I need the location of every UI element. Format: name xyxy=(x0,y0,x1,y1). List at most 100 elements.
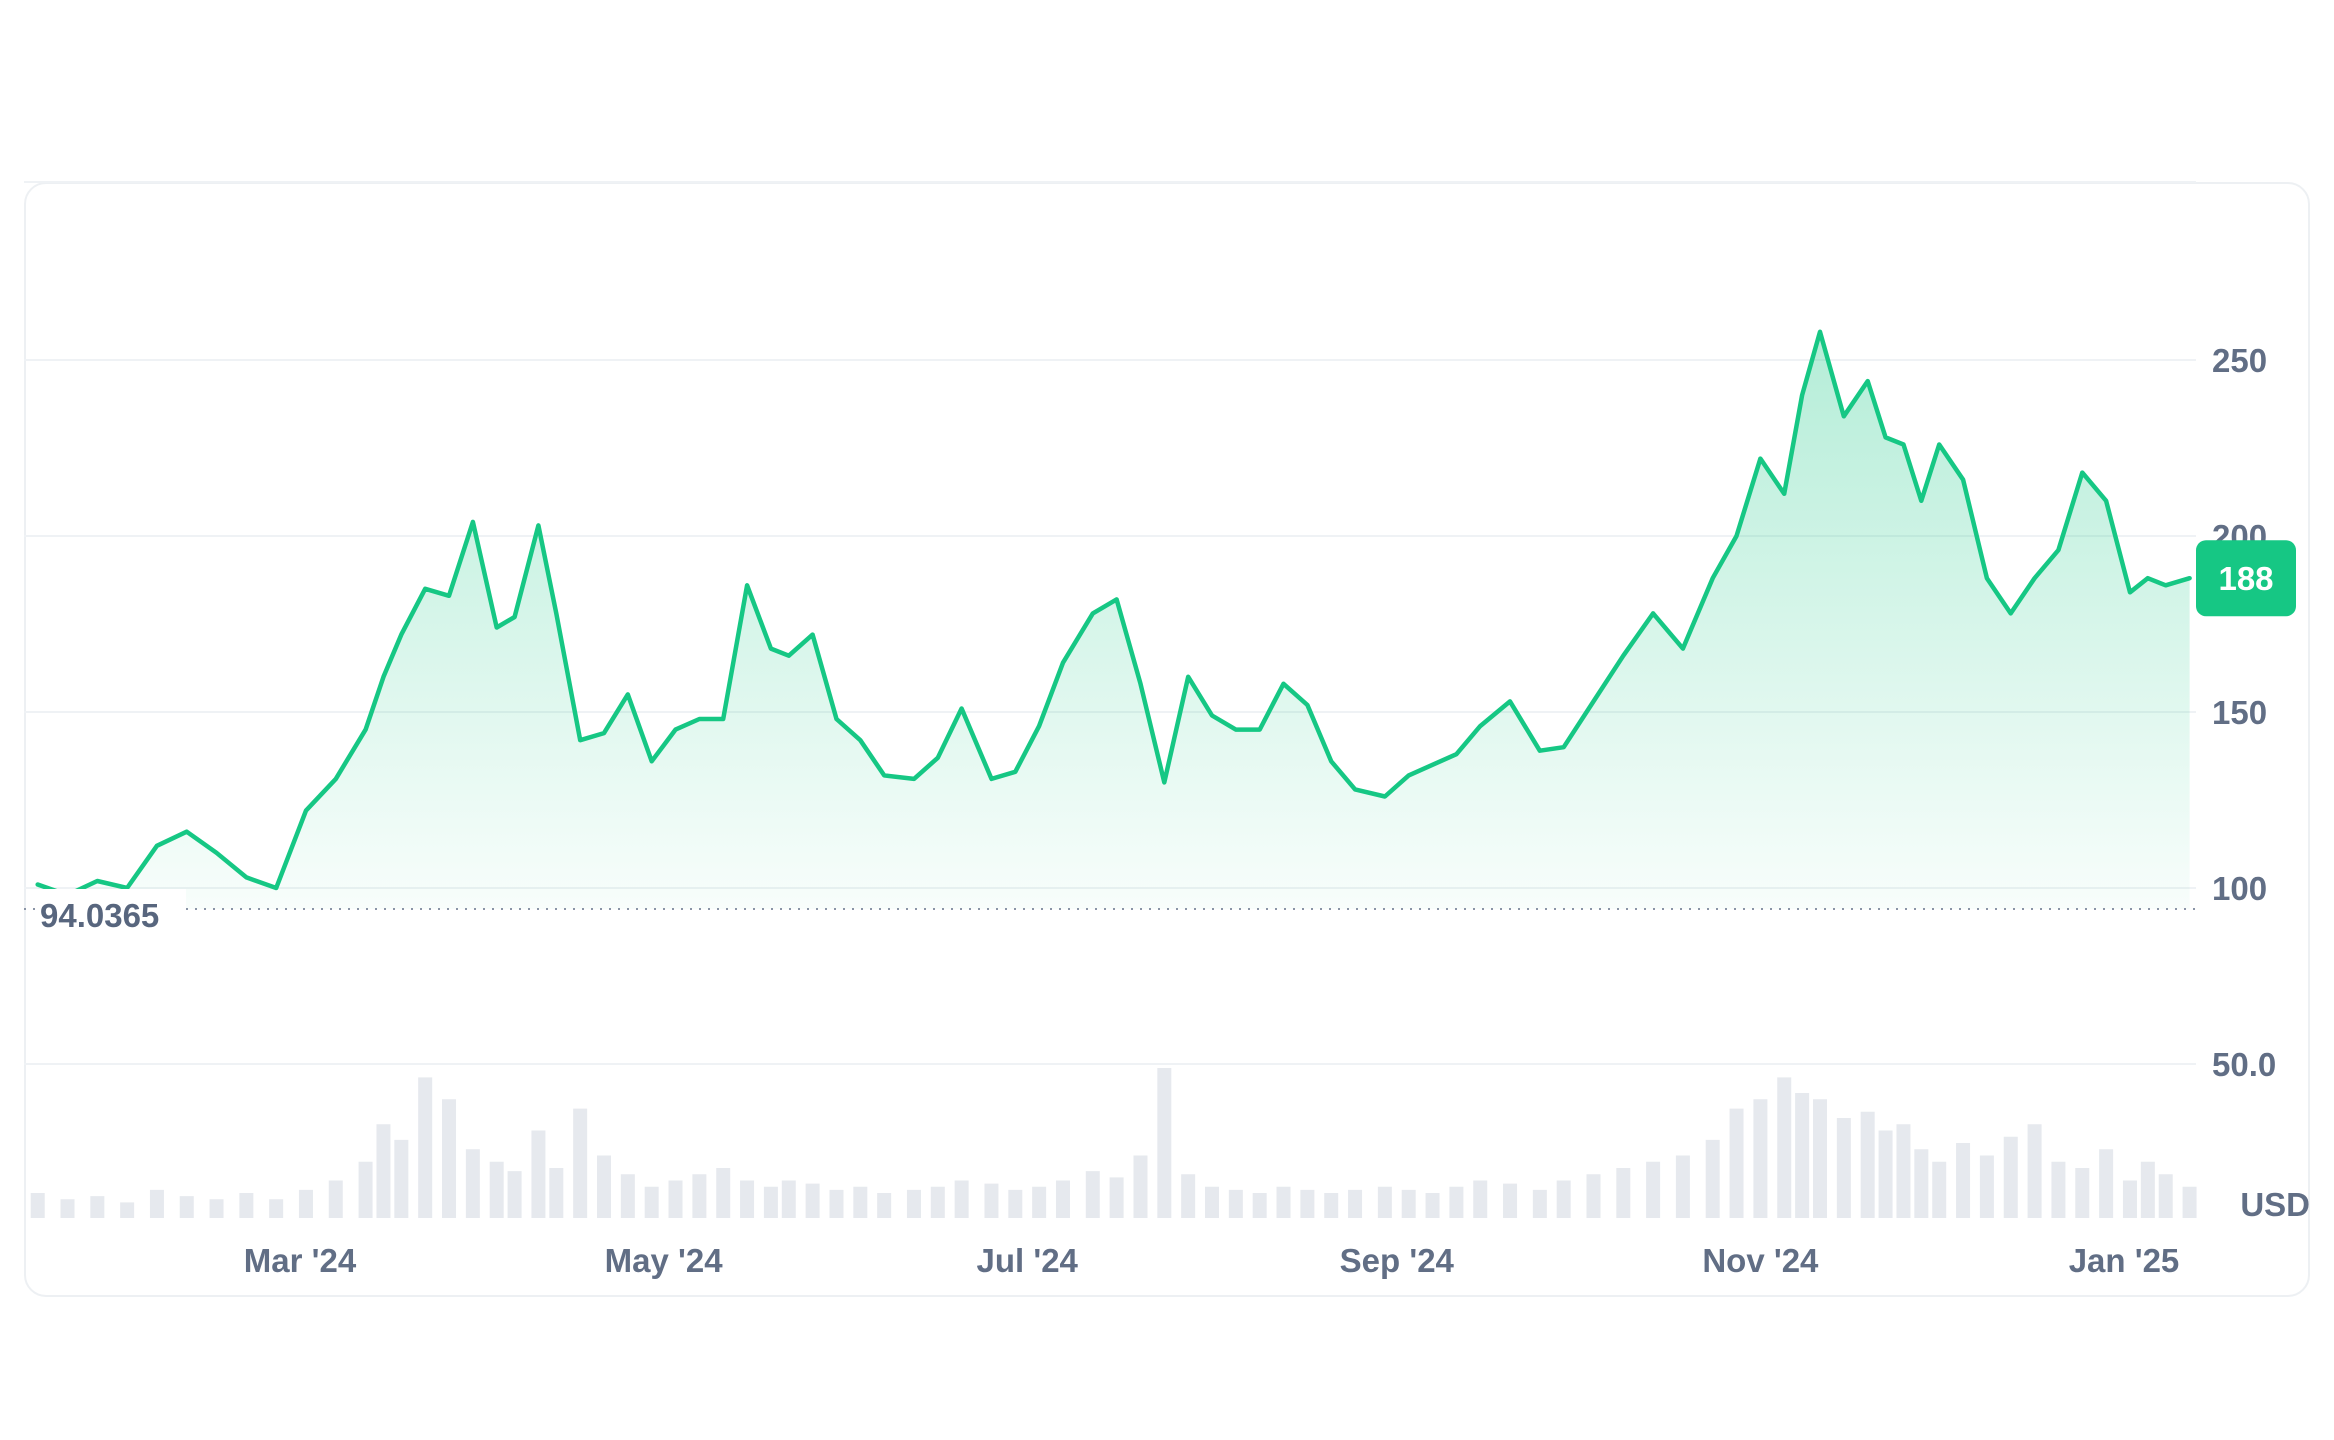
volume-bar xyxy=(1795,1093,1810,1218)
y-tick-label: 50.0 xyxy=(2212,1046,2276,1083)
volume-bar xyxy=(376,1124,391,1218)
volume-bar xyxy=(1753,1099,1768,1218)
x-tick-label: Jan '25 xyxy=(2069,1242,2180,1279)
volume-bar xyxy=(853,1186,868,1218)
volume-bar xyxy=(1449,1186,1464,1218)
current-price-label: 188 xyxy=(2218,560,2273,597)
volume-bar xyxy=(1646,1161,1661,1218)
y-tick-label: 100 xyxy=(2212,870,2267,907)
volume-bar xyxy=(692,1174,707,1218)
volume-bar xyxy=(740,1180,755,1218)
volume-bar xyxy=(209,1199,224,1218)
volume-bar xyxy=(2051,1161,2066,1218)
volume-bar xyxy=(1348,1189,1363,1218)
volume-bar xyxy=(90,1196,105,1218)
volume-bar xyxy=(1055,1180,1070,1218)
volume-bar xyxy=(984,1183,999,1218)
volume-bar xyxy=(1932,1161,1947,1218)
volume-bar xyxy=(1860,1111,1875,1218)
volume-bar xyxy=(2182,1186,2197,1218)
volume-bar xyxy=(358,1161,373,1218)
volume-bar xyxy=(465,1149,480,1218)
price-area-fill xyxy=(37,331,2190,909)
volume-bar xyxy=(2122,1180,2137,1218)
volume-bar xyxy=(716,1168,731,1218)
volume-bar xyxy=(60,1199,75,1218)
baseline-value-label: 94.0365 xyxy=(40,897,159,934)
volume-bar xyxy=(507,1171,522,1218)
volume-bar xyxy=(1032,1186,1047,1218)
volume-bar xyxy=(1532,1189,1547,1218)
volume-bar xyxy=(597,1155,611,1218)
volume-bar xyxy=(763,1186,778,1218)
volume-bar xyxy=(1705,1139,1720,1218)
volume-bar xyxy=(1979,1155,1994,1218)
volume-bar xyxy=(1616,1168,1631,1218)
volume-bar xyxy=(906,1189,921,1218)
volume-bar xyxy=(1300,1189,1315,1218)
volume-bar xyxy=(1878,1130,1893,1218)
volume-bar xyxy=(179,1196,194,1218)
y-tick-label: 250 xyxy=(2212,342,2267,379)
volume-bar xyxy=(239,1193,254,1218)
volume-bar xyxy=(1729,1108,1744,1218)
volume-bar xyxy=(2075,1168,2090,1218)
baseline-label-bg xyxy=(36,888,186,933)
volume-bar xyxy=(1085,1171,1100,1218)
current-price-badge-bg xyxy=(2196,540,2296,617)
volume-bar xyxy=(328,1180,343,1218)
volume-bar xyxy=(1473,1180,1488,1218)
volume-bar xyxy=(1008,1189,1023,1218)
volume-bar xyxy=(442,1099,457,1218)
volume-bar xyxy=(1157,1068,1172,1218)
volume-bar xyxy=(1109,1177,1124,1218)
volume-bar xyxy=(829,1189,844,1218)
x-tick-label: May '24 xyxy=(605,1242,724,1279)
x-tick-label: Sep '24 xyxy=(1340,1242,1455,1279)
volume-bar xyxy=(531,1130,546,1218)
x-tick-label: Nov '24 xyxy=(1702,1242,1819,1279)
x-tick-label: Mar '24 xyxy=(244,1242,357,1279)
volume-bar xyxy=(644,1186,659,1218)
currency-unit-label: USD xyxy=(2240,1186,2310,1223)
volume-bar xyxy=(573,1108,588,1218)
volume-bar xyxy=(2003,1136,2018,1218)
volume-bar xyxy=(1252,1193,1267,1218)
volume-bar xyxy=(1181,1174,1196,1218)
volume-bar xyxy=(1276,1186,1291,1218)
volume-bar xyxy=(549,1168,564,1218)
volume-bar xyxy=(2158,1174,2173,1218)
volume-bar xyxy=(1556,1180,1571,1218)
volume-bar xyxy=(2027,1124,2042,1218)
volume-bar xyxy=(149,1189,164,1218)
volume-bar xyxy=(805,1183,820,1218)
volume-bar xyxy=(930,1186,945,1218)
volume-bar xyxy=(1228,1189,1243,1218)
volume-bar xyxy=(1777,1077,1792,1218)
volume-bar xyxy=(954,1180,969,1218)
volume-bar xyxy=(877,1193,892,1218)
volume-bar xyxy=(1836,1118,1851,1218)
volume-bar xyxy=(2099,1149,2114,1218)
volume-bar xyxy=(1503,1183,1518,1218)
volume-bar xyxy=(120,1202,135,1218)
volume-bar xyxy=(1813,1099,1827,1218)
volume-bar xyxy=(489,1161,504,1218)
y-tick-label: 150 xyxy=(2212,694,2267,731)
volume-bar xyxy=(668,1180,683,1218)
volume-bar xyxy=(781,1180,796,1218)
volume-bar xyxy=(1914,1149,1929,1218)
volume-bar xyxy=(1896,1124,1911,1218)
volume-bar xyxy=(269,1199,284,1218)
volume-bar xyxy=(1133,1155,1148,1218)
current-price-badge: 188 xyxy=(2196,540,2296,617)
x-tick-label: Jul '24 xyxy=(977,1242,1079,1279)
volume-bar xyxy=(1675,1155,1690,1218)
volume-bar xyxy=(298,1189,313,1218)
volume-bar xyxy=(1401,1189,1416,1218)
volume-bar xyxy=(1324,1193,1339,1218)
volume-bar xyxy=(1586,1174,1601,1218)
volume-bar xyxy=(620,1174,635,1218)
volume-bar xyxy=(1425,1193,1440,1218)
